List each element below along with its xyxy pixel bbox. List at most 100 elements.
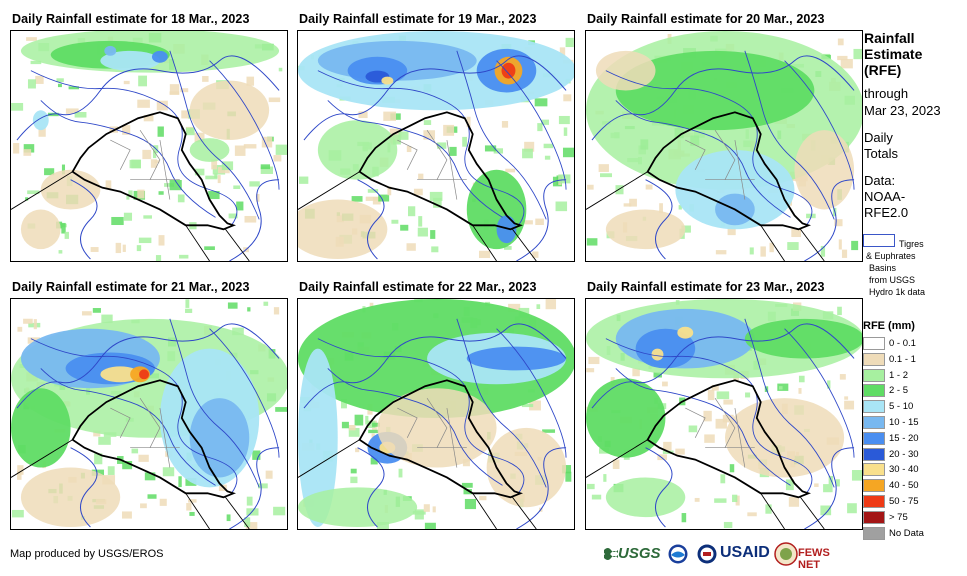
rainfall-speckle <box>678 205 682 210</box>
rainfall-speckle <box>366 420 376 428</box>
rainfall-speckle <box>432 506 436 513</box>
rainfall-speckle <box>586 368 595 373</box>
rainfall-speckle <box>23 318 33 324</box>
rainfall-speckle <box>653 372 662 378</box>
panel-title: Daily Rainfall estimate for 20 Mar., 202… <box>587 12 825 26</box>
rainfall-speckle <box>370 457 378 465</box>
rainfall-speckle <box>787 242 799 250</box>
legend-label: 1 - 2 <box>889 369 909 381</box>
rainfall-speckle <box>111 216 124 226</box>
rainfall-speckle <box>508 303 521 313</box>
rainfall-speckle <box>398 468 403 478</box>
rainfall-speckle <box>463 489 472 495</box>
noaa-logo <box>668 544 688 564</box>
rainfall-area <box>32 110 49 131</box>
rainfall-speckle <box>278 67 283 72</box>
rainfall-speckle <box>92 308 101 313</box>
rainfall-map <box>585 298 863 530</box>
rainfall-speckle <box>760 246 766 257</box>
rainfall-speckle <box>138 454 149 462</box>
side-title-line: Rainfall <box>864 30 915 46</box>
legend-swatch <box>863 415 885 429</box>
rainfall-speckle <box>143 215 152 219</box>
rainfall-speckle <box>615 185 624 195</box>
rainfall-speckle <box>722 414 734 423</box>
basin-boundary <box>16 55 280 261</box>
legend-swatch <box>863 400 885 414</box>
basin-label-line: Tigres <box>899 239 924 249</box>
rainfall-speckle <box>156 100 168 111</box>
rainfall-speckle <box>586 483 595 490</box>
rainfall-speckle <box>563 127 568 136</box>
rainfall-speckle <box>68 86 80 90</box>
rainfall-speckle <box>204 246 215 250</box>
legend-swatch <box>863 384 885 398</box>
rainfall-speckle <box>659 203 663 214</box>
rainfall-speckle <box>188 499 197 503</box>
rainfall-speckle <box>715 250 727 255</box>
legend-swatch <box>863 447 885 461</box>
rainfall-speckle <box>341 421 349 429</box>
rainfall-map-canvas <box>298 299 574 529</box>
rainfall-speckle <box>565 37 574 48</box>
rainfall-speckle <box>208 191 220 200</box>
rainfall-speckle <box>400 224 409 231</box>
rainfall-speckle <box>90 247 99 252</box>
neighbor-borders <box>586 171 825 261</box>
rainfall-speckle <box>218 167 230 174</box>
rainfall-speckle <box>152 151 157 159</box>
rainfall-speckle <box>587 184 594 190</box>
rainfall-speckle <box>558 115 570 125</box>
basin-label-line: Basins <box>869 263 897 273</box>
rainfall-speckle <box>265 470 273 479</box>
rainfall-area <box>151 50 168 63</box>
legend-label: > 75 <box>889 511 908 523</box>
basin-boundary <box>303 55 567 261</box>
rainfall-speckle <box>837 306 842 316</box>
rainfall-speckle <box>350 468 357 474</box>
rainfall-speckle <box>126 195 130 200</box>
side-title-line: (RFE) <box>864 62 902 78</box>
rainfall-speckle <box>820 505 832 516</box>
rainfall-speckle <box>834 219 843 227</box>
rainfall-speckle <box>417 227 428 237</box>
rainfall-speckle <box>599 173 613 178</box>
legend-label: 0 - 0.1 <box>889 338 916 349</box>
rainfall-speckle <box>189 511 195 516</box>
rainfall-speckle <box>562 465 572 474</box>
rainfall-speckle <box>275 144 287 155</box>
rainfall-speckle <box>25 197 29 201</box>
rainfall-speckle <box>501 121 509 128</box>
rainfall-speckle <box>263 301 269 306</box>
rainfall-speckle <box>704 434 715 443</box>
rainfall-speckle <box>478 250 491 259</box>
rainfall-speckle <box>840 58 853 69</box>
rainfall-speckle <box>418 216 423 227</box>
rainfall-speckle <box>735 495 740 506</box>
rainfall-speckle <box>814 483 819 487</box>
basin-label-line: & Euphrates <box>866 251 916 261</box>
basin-label-line: Hydro 1k data <box>869 287 926 297</box>
rainfall-speckle <box>588 356 600 365</box>
panel-title: Daily Rainfall estimate for 18 Mar., 202… <box>12 12 250 26</box>
rainfall-speckle <box>122 125 131 135</box>
neighbor-borders <box>586 439 825 529</box>
rainfall-speckle <box>707 389 715 401</box>
rainfall-speckle <box>662 381 668 387</box>
legend-label: 5 - 10 <box>889 401 914 413</box>
rainfall-speckle <box>143 115 154 122</box>
rainfall-speckle <box>180 88 189 93</box>
rainfall-speckle <box>26 37 37 41</box>
rainfall-speckle <box>185 127 195 136</box>
rainfall-area <box>466 169 527 250</box>
rainfall-speckle <box>123 80 130 85</box>
rainfall-speckle <box>245 522 258 529</box>
rainfall-speckle <box>827 380 831 389</box>
rainfall-speckle <box>591 494 602 500</box>
rainfall-speckle <box>629 198 637 207</box>
rainfall-speckle <box>835 479 840 487</box>
daily-label: Daily <box>864 130 893 145</box>
rainfall-speckle <box>23 149 32 156</box>
rainfall-speckle <box>437 142 447 149</box>
rainfall-speckle <box>236 201 244 211</box>
